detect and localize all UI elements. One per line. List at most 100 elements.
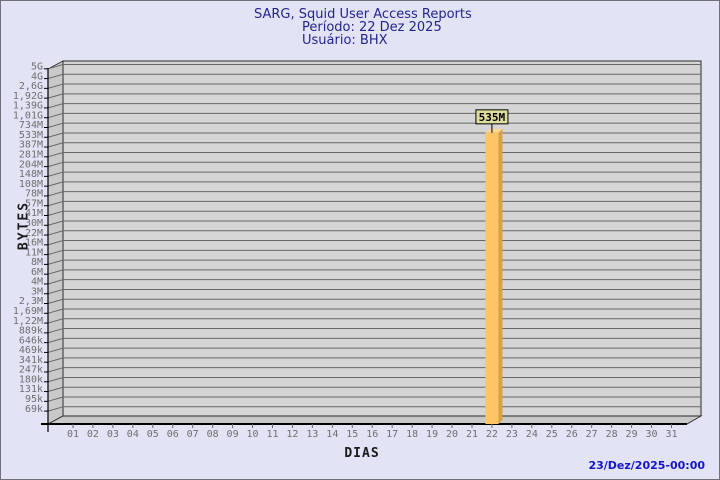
x-axis-title: DIAS (344, 446, 380, 461)
y-tick-label: 41M (25, 208, 43, 219)
y-tick-label: 78M (25, 189, 43, 200)
x-tick-label: 30 (646, 429, 658, 440)
generated-timestamp: 23/Dez/2025-00:00 (588, 459, 705, 472)
gridline-depth (47, 181, 64, 187)
x-tick-label: 02 (87, 429, 99, 440)
y-tick-label: 95k (25, 394, 43, 405)
y-tick-label: 281M (19, 150, 43, 161)
x-tick-label: 12 (286, 429, 298, 440)
x-tick-label: 05 (147, 429, 159, 440)
y-tick-label: 1,39G (13, 101, 43, 112)
x-tick-label: 23 (506, 429, 518, 440)
bar-top-22 (485, 128, 503, 133)
gridline-depth (47, 406, 64, 412)
gridline-depth (47, 367, 64, 373)
y-tick-label: 469k (19, 345, 43, 356)
gridline-depth (47, 376, 64, 383)
plot-back-wall (62, 60, 702, 417)
y-tick-label: 1,69M (13, 306, 43, 317)
gridline-depth (47, 200, 64, 207)
gridline-depth (47, 132, 64, 138)
gridline-depth (47, 73, 64, 80)
bar-22 (485, 132, 499, 425)
plot-floor (47, 415, 703, 425)
gridline-depth (47, 288, 64, 295)
x-tick-label: 26 (566, 429, 578, 440)
bar-side-22 (498, 128, 503, 424)
x-tick-label: 07 (187, 429, 199, 440)
gridline-depth (47, 396, 64, 402)
gridline-depth (47, 93, 64, 99)
y-tick-label: 8M (31, 257, 43, 268)
gridline-depth (47, 279, 64, 285)
x-tick-label: 15 (346, 429, 358, 440)
y-tick-label: 533M (19, 130, 43, 141)
y-tick-label: 204M (19, 159, 43, 170)
y-tick-label: 6M (31, 267, 43, 278)
x-tick-label: 24 (526, 429, 538, 440)
x-tick-label: 09 (227, 429, 239, 440)
x-tick-label: 16 (366, 429, 378, 440)
gridline-depth (47, 269, 64, 275)
x-tick-label: 18 (406, 429, 418, 440)
y-tick-label: 4M (31, 277, 43, 288)
y-tick-label: 16M (25, 238, 43, 249)
gridline-depth (47, 259, 64, 265)
gridline-depth (47, 161, 64, 168)
gridline-depth (47, 328, 64, 334)
x-tick-label: 27 (586, 429, 598, 440)
chart-title: SARG, Squid User Access Reports (254, 7, 472, 22)
y-tick-label: 2,6G (19, 81, 43, 92)
x-tick-label: 28 (606, 429, 618, 440)
y-tick-label: 3M (31, 286, 43, 297)
gridline-depth (47, 103, 64, 109)
x-tick-label: 29 (626, 429, 638, 440)
y-tick-label: 22M (25, 228, 43, 239)
x-tick-label: 11 (266, 429, 278, 440)
x-tick-label: 03 (107, 429, 119, 440)
gridline-depth (47, 142, 64, 148)
x-tick-label: 20 (446, 429, 458, 440)
x-tick-label: 22 (486, 429, 498, 440)
gridline-depth (47, 191, 64, 197)
y-tick-label: 30M (25, 218, 43, 229)
x-tick-label: 25 (546, 429, 558, 440)
bar-value-box (475, 109, 509, 125)
gridline-depth (47, 83, 64, 89)
y-tick-label: 2,3M (19, 296, 43, 307)
y-tick-label: 69k (25, 404, 43, 415)
x-tick-label: 04 (127, 429, 139, 440)
x-tick-label: 10 (247, 429, 259, 440)
y-tick-label: 11M (25, 247, 43, 258)
chart-subtitle-user: Usuário: BHX (302, 33, 388, 48)
y-tick-label: 341k (19, 355, 43, 366)
y-tick-label: 247k (19, 365, 43, 376)
gridline-depth (47, 220, 64, 226)
x-tick-label: 14 (326, 429, 338, 440)
y-tick-label: 889k (19, 326, 43, 337)
x-tick-label: 31 (665, 429, 677, 440)
x-tick-label: 13 (306, 429, 318, 440)
x-tick-label: 21 (466, 429, 478, 440)
y-tick-label: 1,92G (13, 91, 43, 102)
y-tick-label: 57M (25, 198, 43, 209)
y-tick-label: 646k (19, 335, 43, 346)
x-tick-label: 17 (386, 429, 398, 440)
y-axis-title: BYTES (16, 200, 32, 251)
gridline-depth (47, 112, 64, 119)
gridline-depth (47, 122, 64, 128)
x-tick-label: 08 (207, 429, 219, 440)
gridline-depth (47, 64, 64, 70)
gridline-depth (47, 249, 64, 256)
y-tick-label: 148M (19, 169, 43, 180)
y-tick-label: 5G (31, 62, 43, 73)
gridline-depth (47, 386, 64, 393)
gridline-depth (47, 171, 64, 177)
gridline-depth (47, 210, 64, 216)
y-tick-label: 4G (31, 71, 43, 82)
gridline-depth (47, 318, 64, 324)
bar-value-label: 535M (479, 111, 506, 124)
x-tick-label: 01 (67, 429, 79, 440)
